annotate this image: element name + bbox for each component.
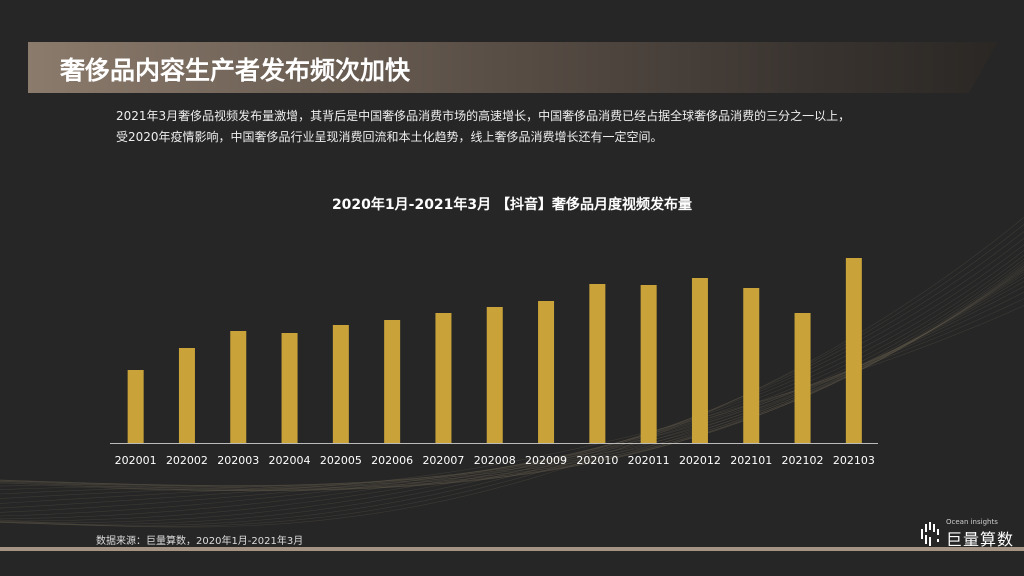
description: 2021年3月奢侈品视频发布量激增，其背后是中国奢侈品消费市场的高速增长，中国奢… — [116, 106, 916, 148]
x-tick-label: 202008 — [474, 454, 516, 467]
logo-english: Ocean insights — [946, 518, 998, 526]
x-tick-label: 202002 — [166, 454, 208, 467]
bar-202004 — [281, 333, 298, 443]
bar-202012 — [691, 278, 708, 443]
x-tick-label: 202010 — [576, 454, 618, 467]
x-tick-label: 202007 — [422, 454, 464, 467]
x-tick-label: 202101 — [730, 454, 772, 467]
chart-title: 2020年1月-2021年3月 【抖音】奢侈品月度视频发布量 — [331, 197, 693, 213]
x-tick-label: 202005 — [320, 454, 362, 467]
x-tick-label: 202012 — [679, 454, 721, 467]
bar-202009 — [538, 301, 555, 443]
bar-202002 — [178, 348, 195, 443]
x-tick-label: 202102 — [782, 454, 824, 467]
bar-202011 — [640, 285, 657, 443]
x-tick-label: 202006 — [371, 454, 413, 467]
logo-chinese: 巨量算数 — [946, 530, 1015, 549]
bar-202101 — [743, 288, 760, 443]
title-banner: 奢侈品内容生产者发布频次加快 — [28, 42, 998, 93]
bar-202103 — [845, 258, 862, 443]
bar-202003 — [230, 331, 247, 443]
x-tick-label: 202103 — [833, 454, 875, 467]
logo-icon — [921, 522, 939, 546]
bar-202001 — [127, 370, 144, 443]
description-line: 受2020年疫情影响，中国奢侈品行业呈现消费回流和本土化趋势，线上奢侈品消费增长… — [116, 130, 663, 144]
x-tick-label: 202009 — [525, 454, 567, 467]
bottom-divider — [0, 547, 1024, 551]
page-title: 奢侈品内容生产者发布频次加快 — [60, 56, 411, 85]
bar-202006 — [384, 320, 401, 443]
x-tick-label: 202001 — [115, 454, 157, 467]
x-tick-label: 202011 — [628, 454, 670, 467]
bar-202102 — [794, 313, 811, 443]
description-line: 2021年3月奢侈品视频发布量激增，其背后是中国奢侈品消费市场的高速增长，中国奢… — [116, 109, 851, 123]
x-tick-label: 202003 — [217, 454, 259, 467]
ocean-insights-logo: Ocean insights 巨量算数 — [920, 518, 1014, 550]
bar-202007 — [435, 313, 452, 443]
bar-202008 — [486, 307, 503, 443]
x-tick-label: 202004 — [269, 454, 311, 467]
data-source: 数据来源：巨量算数，2020年1月-2021年3月 — [96, 536, 304, 547]
bar-202005 — [332, 325, 349, 443]
bar-202010 — [589, 284, 606, 443]
